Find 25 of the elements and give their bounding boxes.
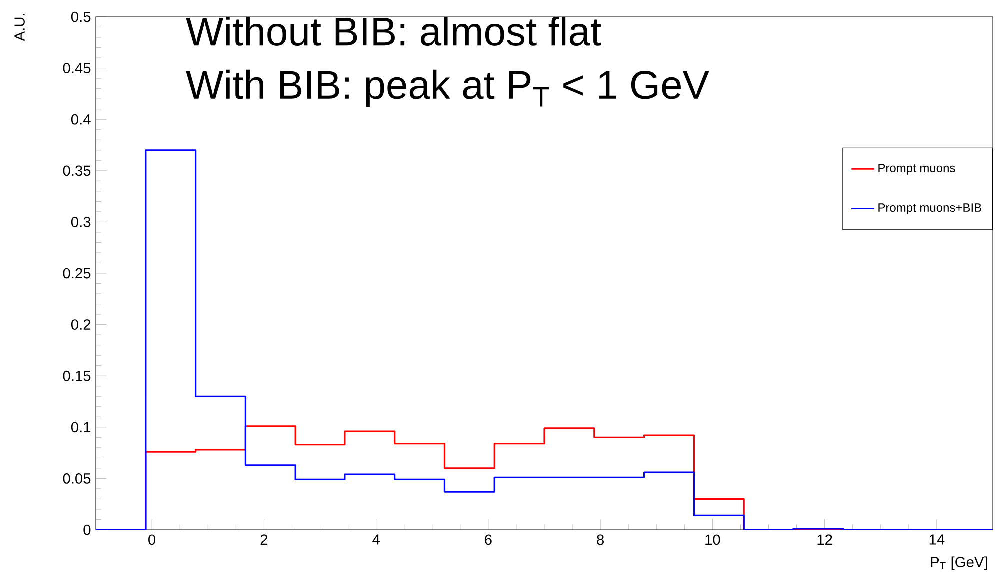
x-tick-label: 10 [706, 534, 720, 546]
y-tick-label: 0.05 [63, 474, 91, 484]
x-tick-label: 14 [930, 534, 945, 545]
y-tick-label: 0.4 [71, 114, 91, 125]
y-tick-label: 0.35 [63, 166, 91, 176]
y-tick-label: 0.25 [63, 268, 91, 279]
y-tick-label: 0.2 [71, 320, 91, 330]
annotation: With BIB: peak at P$_{T}$ < 1 GeV [186, 70, 710, 108]
legend-label: Prompt muons [878, 164, 956, 175]
x-tick-label: 8 [597, 534, 604, 546]
legend-label: Prompt muons+BIB [878, 204, 982, 214]
x-tick-label: 12 [818, 534, 832, 545]
y-tick-label: 0.1 [71, 422, 91, 433]
x-tick-label: 0 [148, 534, 156, 546]
y-tick-label: 0.45 [63, 63, 91, 74]
y-tick-label: 0 [84, 524, 91, 536]
y-tick-label: 0.3 [71, 217, 91, 228]
y-tick-label: 0.15 [63, 370, 91, 382]
annotation: Without BIB: almost flat [186, 16, 602, 46]
y-axis-title: A.U. [14, 14, 25, 42]
x-tick-label: 6 [485, 534, 492, 546]
x-tick-label: 4 [372, 534, 380, 545]
y-tick-label: 0.5 [71, 12, 91, 22]
x-tick-label: 2 [260, 534, 268, 545]
x-axis-title: P$_{T}$ [GeV] [931, 556, 988, 570]
